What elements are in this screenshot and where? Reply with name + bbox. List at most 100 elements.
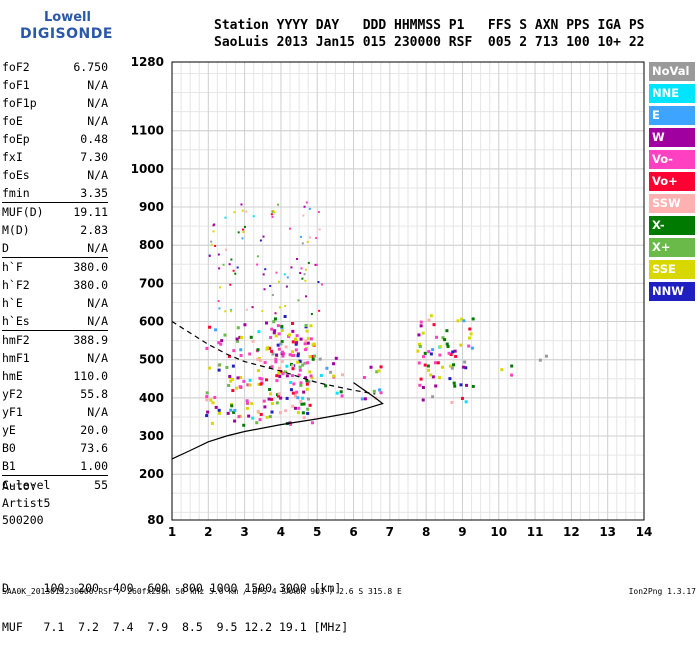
y-tick-label: 200	[139, 467, 164, 481]
echo-point	[419, 320, 423, 324]
echo-point	[278, 374, 282, 378]
param-value: 2.83	[80, 223, 108, 237]
echo-point	[273, 329, 277, 333]
echo-point	[278, 411, 282, 415]
echo-point	[291, 340, 295, 344]
echo-point	[233, 408, 237, 412]
x-tick-label: 3	[240, 525, 248, 539]
echo-point	[308, 370, 312, 374]
echo-point	[423, 351, 427, 355]
echo-point	[310, 355, 314, 359]
echo-point	[299, 381, 303, 385]
echo-point	[274, 334, 278, 338]
echo-point	[300, 402, 304, 406]
echo-point	[419, 377, 423, 381]
param-row: foF1p N/A	[2, 94, 108, 112]
echo-point	[429, 352, 433, 356]
param-key: foE	[2, 114, 23, 128]
echo-point	[210, 243, 213, 246]
echo-point	[270, 349, 274, 353]
echo-point	[304, 279, 307, 282]
echo-point	[290, 374, 294, 378]
echo-point	[280, 340, 284, 344]
param-value: 0.48	[80, 132, 108, 146]
echo-point	[270, 410, 274, 414]
echo-point	[293, 392, 297, 396]
echo-point	[318, 228, 321, 231]
echo-point	[206, 410, 210, 414]
param-value: 7.30	[80, 150, 108, 164]
echo-point	[438, 376, 442, 380]
echo-point	[299, 337, 303, 341]
param-key: hmE	[2, 369, 23, 383]
y-tick-label: 900	[139, 200, 164, 214]
echo-point	[277, 366, 281, 370]
echo-point	[227, 383, 231, 387]
echo-point	[257, 357, 261, 361]
echo-point	[421, 331, 425, 335]
legend-item-ssw: SSW	[649, 194, 695, 213]
echo-point	[434, 384, 438, 388]
echo-point	[452, 363, 456, 367]
echo-point	[220, 339, 224, 343]
digisonde-logo: Lowell DIGISONDE	[6, 6, 166, 46]
echo-point	[228, 374, 232, 378]
echo-point	[265, 415, 269, 419]
legend-item-sse: SSE	[649, 260, 695, 279]
echo-point	[423, 363, 427, 367]
echo-point	[302, 416, 306, 420]
echo-point	[275, 401, 279, 405]
echo-point	[271, 294, 274, 297]
echo-point	[302, 390, 306, 394]
echo-point	[304, 348, 308, 352]
echo-point	[314, 263, 317, 266]
echo-point	[310, 313, 313, 316]
auto-version: 500200	[2, 513, 44, 527]
echo-point	[273, 211, 276, 214]
echo-point	[232, 349, 236, 353]
param-value: 19.11	[73, 205, 108, 219]
echo-point	[363, 397, 367, 401]
echo-point	[258, 376, 262, 380]
param-row: foEp 0.48	[2, 130, 108, 148]
echo-point	[320, 283, 323, 286]
echo-point	[445, 329, 449, 333]
echo-point	[245, 406, 249, 410]
y-tick-label: 300	[139, 429, 164, 443]
echo-point	[431, 375, 435, 379]
param-row: yE 20.0	[2, 421, 108, 439]
echo-point	[248, 383, 252, 387]
echo-point	[360, 397, 364, 401]
echo-point	[217, 408, 221, 412]
echo-point	[205, 391, 209, 395]
legend-item-noval: NoVal	[649, 62, 695, 81]
echo-point	[315, 263, 318, 266]
header-row-values: SaoLuis 2013 Jan15 015 230000 RSF 005 2 …	[214, 35, 645, 50]
param-key: foEp	[2, 132, 30, 146]
echo-point	[214, 328, 218, 332]
echo-point	[265, 378, 269, 382]
echo-point	[417, 361, 421, 365]
echo-point	[340, 394, 344, 398]
echo-point	[291, 353, 295, 357]
echo-point	[285, 364, 289, 368]
echo-point	[378, 388, 382, 392]
echo-point	[463, 360, 467, 364]
param-value: N/A	[87, 241, 108, 255]
echo-point	[288, 422, 292, 426]
echo-point	[456, 319, 460, 323]
echo-point	[270, 213, 273, 216]
echo-point	[205, 398, 209, 402]
echo-point	[248, 352, 252, 356]
echo-point	[264, 268, 267, 271]
echo-point	[329, 370, 333, 374]
echo-point	[275, 374, 279, 378]
echo-point	[301, 363, 305, 367]
echo-point	[252, 215, 255, 218]
param-row: h`Es N/A	[2, 312, 108, 330]
echo-point	[305, 382, 309, 386]
x-tick-label: 5	[313, 525, 321, 539]
echo-point	[275, 379, 279, 383]
echo-point	[236, 266, 239, 269]
param-row: h`E N/A	[2, 294, 108, 312]
